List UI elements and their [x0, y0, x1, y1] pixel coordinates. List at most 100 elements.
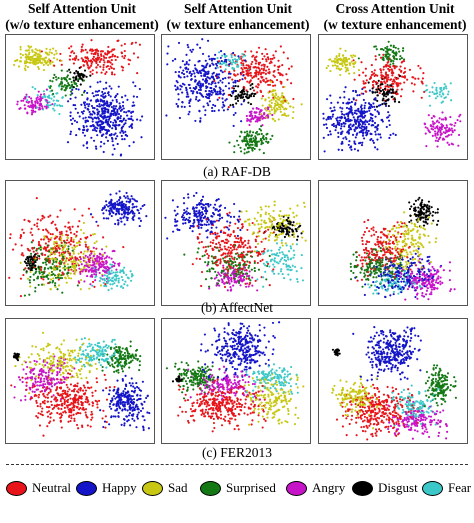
embedding-point	[382, 48, 385, 52]
embedding-point	[20, 99, 23, 102]
embedding-point	[120, 275, 123, 279]
embedding-point	[80, 103, 83, 106]
embedding-point	[216, 282, 220, 285]
embedding-point	[248, 80, 251, 83]
embedding-point	[272, 209, 275, 212]
embedding-point	[439, 131, 442, 134]
embedding-point	[285, 244, 288, 247]
embedding-point	[237, 85, 240, 88]
embedding-point	[349, 146, 352, 149]
embedding-point	[243, 260, 246, 263]
embedding-point	[353, 140, 356, 143]
embedding-point	[233, 277, 236, 280]
embedding-point	[50, 236, 53, 239]
embedding-point	[90, 136, 93, 139]
embedding-point	[197, 226, 200, 230]
embedding-point	[228, 249, 231, 252]
embedding-point	[208, 268, 211, 271]
embedding-point	[52, 250, 55, 254]
embedding-point	[241, 55, 244, 58]
embedding-point	[63, 241, 67, 244]
embedding-point	[226, 234, 229, 237]
embedding-point	[224, 77, 227, 80]
embedding-point	[331, 123, 334, 127]
embedding-point	[166, 63, 169, 66]
embedding-point	[24, 60, 27, 63]
embedding-point	[270, 99, 273, 102]
embedding-point	[339, 116, 342, 119]
embedding-point	[105, 209, 108, 212]
embedding-point	[251, 76, 254, 79]
embedding-point	[49, 90, 52, 93]
embedding-point	[353, 118, 356, 121]
embedding-point	[23, 107, 27, 110]
embedding-point	[103, 100, 106, 103]
embedding-point	[115, 268, 118, 271]
embedding-point	[197, 247, 200, 250]
embedding-point	[120, 65, 123, 68]
embedding-point	[214, 82, 217, 85]
embedding-point	[262, 238, 265, 241]
embedding-point	[92, 53, 95, 56]
column-subtitle-line: (w texture enhancement)	[323, 17, 467, 32]
embedding-point	[99, 125, 102, 128]
embedding-point	[96, 108, 99, 111]
embedding-point	[34, 87, 37, 90]
embedding-point	[105, 100, 109, 103]
embedding-point	[36, 55, 39, 58]
embedding-point	[48, 250, 51, 253]
embedding-point	[58, 104, 61, 107]
embedding-point	[23, 218, 26, 221]
embedding-point	[122, 107, 125, 110]
embedding-point	[222, 109, 225, 112]
embedding-point	[21, 54, 25, 57]
embedding-point	[187, 83, 190, 86]
embedding-point	[12, 63, 16, 67]
embedding-point	[329, 94, 332, 97]
embedding-point	[136, 56, 140, 59]
embedding-point	[290, 268, 293, 271]
embedding-point	[98, 103, 101, 106]
embedding-point	[277, 262, 280, 265]
embedding-point	[248, 218, 251, 221]
embedding-point	[204, 66, 207, 69]
embedding-point	[286, 230, 289, 233]
embedding-point	[113, 205, 117, 208]
embedding-point	[251, 284, 254, 287]
embedding-point	[272, 268, 275, 271]
embedding-point	[114, 222, 117, 226]
embedding-point	[280, 214, 284, 218]
embedding-point	[206, 39, 210, 42]
embedding-point	[272, 84, 275, 87]
embedding-point	[84, 59, 87, 62]
embedding-point	[233, 281, 236, 284]
embedding-point	[227, 214, 230, 217]
embedding-point	[232, 60, 235, 64]
embedding-point	[108, 117, 111, 120]
embedding-point	[40, 275, 43, 278]
embedding-point	[79, 272, 82, 275]
embedding-point	[397, 82, 400, 85]
embedding-point	[138, 43, 142, 46]
embedding-point	[86, 250, 89, 253]
embedding-point	[227, 58, 230, 61]
embedding-point	[382, 53, 385, 56]
embedding-point	[360, 92, 363, 95]
embedding-point	[105, 245, 108, 248]
embedding-point	[285, 107, 288, 111]
embedding-point	[268, 90, 271, 93]
embedding-point	[247, 285, 250, 288]
embedding-point	[114, 132, 117, 135]
embedding-point	[16, 58, 19, 62]
embedding-point	[384, 100, 387, 103]
embedding-point	[345, 56, 348, 60]
embedding-point	[124, 196, 127, 199]
embedding-point	[86, 108, 89, 111]
embedding-point	[111, 263, 114, 266]
embedding-point	[434, 240, 437, 244]
embedding-point	[28, 46, 31, 49]
embedding-point	[266, 261, 269, 264]
embedding-point	[95, 66, 98, 69]
embedding-point	[289, 245, 292, 248]
embedding-point	[263, 219, 266, 222]
